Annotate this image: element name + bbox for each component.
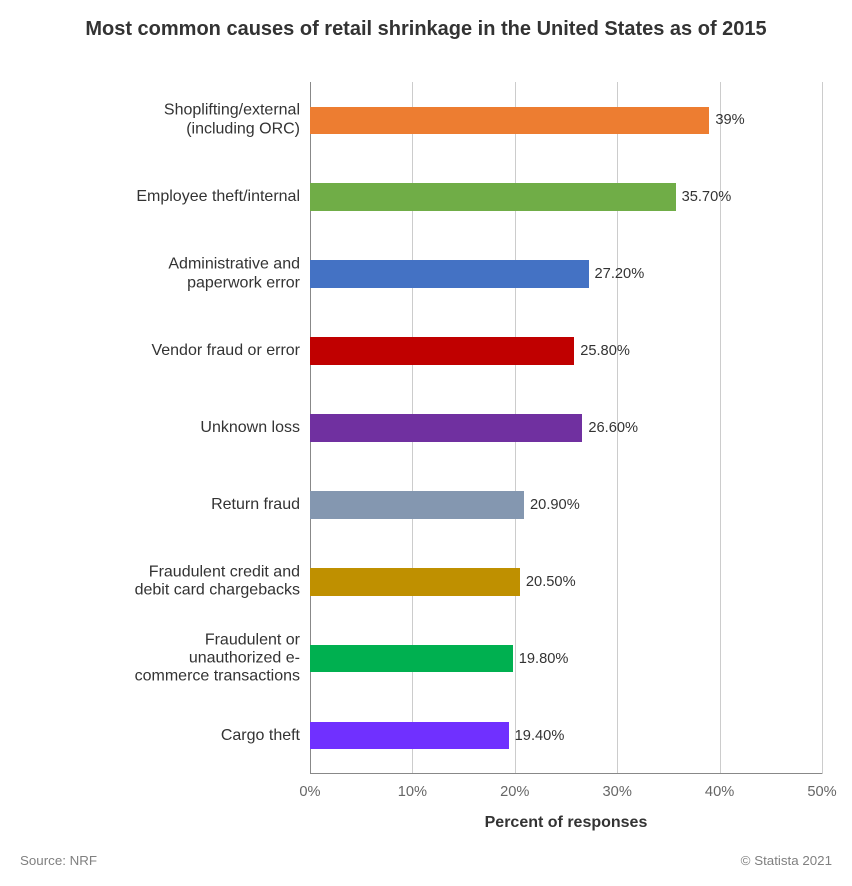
- copyright-text: © Statista 2021: [741, 853, 832, 868]
- bar-value-label: 20.50%: [526, 574, 576, 590]
- source-text: Source: NRF: [20, 853, 97, 868]
- bar-value-label: 39%: [715, 112, 744, 128]
- x-axis-line: [310, 773, 822, 774]
- x-axis-label: Percent of responses: [310, 814, 822, 832]
- bar: [310, 107, 709, 135]
- x-tick-label: 10%: [398, 784, 427, 800]
- bar-row: 26.60%: [310, 414, 822, 442]
- bar-row: 25.80%: [310, 337, 822, 365]
- chart-title: Most common causes of retail shrinkage i…: [0, 0, 852, 41]
- bar: [310, 260, 589, 288]
- bar: [310, 183, 676, 211]
- y-category-label: Fraudulent credit and debit card chargeb…: [10, 563, 300, 600]
- bar-value-label: 27.20%: [595, 266, 645, 282]
- bar-value-label: 26.60%: [588, 420, 638, 436]
- bar-row: 39%: [310, 107, 822, 135]
- bar: [310, 722, 509, 750]
- bar: [310, 568, 520, 596]
- bar-value-label: 35.70%: [682, 189, 732, 205]
- bar: [310, 337, 574, 365]
- bar: [310, 491, 524, 519]
- y-category-label: Cargo theft: [10, 726, 300, 744]
- y-category-label: Employee theft/internal: [10, 188, 300, 206]
- bar-value-label: 20.90%: [530, 497, 580, 513]
- bar-value-label: 19.80%: [519, 651, 569, 667]
- chart-container: Most common causes of retail shrinkage i…: [0, 0, 852, 886]
- bar-row: 19.40%: [310, 722, 822, 750]
- bar-row: 35.70%: [310, 183, 822, 211]
- y-category-label: Unknown loss: [10, 419, 300, 437]
- y-category-label: Shoplifting/external (including ORC): [10, 102, 300, 139]
- bar: [310, 414, 582, 442]
- plot-area: 39% 35.70% 27.20% 25.80% 26.60% 20.90% 20.50% 1…: [310, 82, 822, 774]
- x-tick-label: 30%: [603, 784, 632, 800]
- bar-value-label: 25.80%: [580, 343, 630, 359]
- x-tick-label: 0%: [299, 784, 320, 800]
- bar-row: 20.50%: [310, 568, 822, 596]
- y-category-label: Administrative and paperwork error: [10, 256, 300, 293]
- bar-value-label: 19.40%: [515, 728, 565, 744]
- bar-row: 27.20%: [310, 260, 822, 288]
- y-category-label: Vendor fraud or error: [10, 342, 300, 360]
- gridline: [822, 82, 823, 774]
- x-tick-label: 40%: [705, 784, 734, 800]
- x-tick-label: 20%: [500, 784, 529, 800]
- x-tick-label: 50%: [807, 784, 836, 800]
- y-category-label: Fraudulent or unauthorized e- commerce t…: [10, 631, 300, 686]
- y-category-label: Return fraud: [10, 496, 300, 514]
- bar-row: 19.80%: [310, 645, 822, 673]
- bar: [310, 645, 513, 673]
- bar-row: 20.90%: [310, 491, 822, 519]
